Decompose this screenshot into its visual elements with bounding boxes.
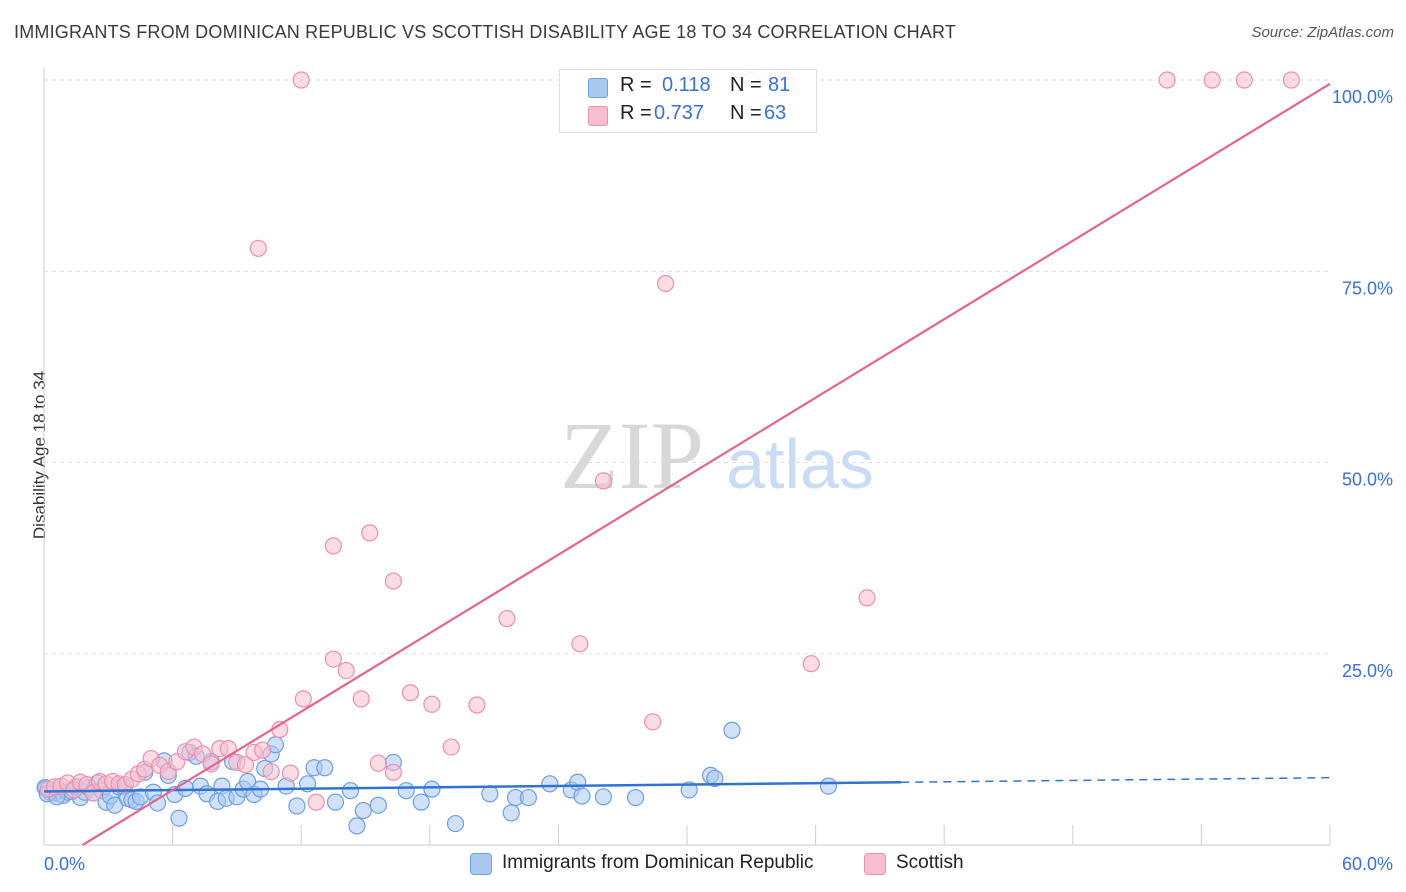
- scottish-point: [384, 572, 402, 590]
- scottish-point: [442, 738, 460, 756]
- legend-row-dominican: R = 0.118 N = 81: [560, 74, 816, 102]
- legend-n-label: N =: [730, 102, 762, 124]
- y-tick-label: 25.0%: [1342, 661, 1393, 681]
- scottish-point: [307, 793, 325, 811]
- scottish-point: [644, 713, 662, 731]
- scottish-point: [468, 696, 486, 714]
- dominican-point: [519, 788, 537, 807]
- legend-r-label: R =: [620, 74, 652, 96]
- dominican-point: [626, 788, 645, 807]
- scottish-point: [219, 740, 237, 758]
- legend-n-value: 63: [764, 102, 787, 124]
- dominican-point: [348, 817, 366, 835]
- chart-title: IMMIGRANTS FROM DOMINICAN REPUBLIC VS SC…: [14, 22, 957, 42]
- y-tick-label: 100.0%: [1332, 87, 1393, 107]
- scottish-point: [281, 764, 300, 782]
- scottish-point: [361, 524, 379, 542]
- scottish-point: [1158, 71, 1176, 89]
- watermark-atlas: atlas: [726, 425, 874, 503]
- scottish-point: [249, 239, 267, 257]
- dominican-point: [326, 793, 345, 811]
- dominican-point: [573, 787, 591, 805]
- dominican-point: [706, 769, 724, 788]
- scottish-point: [352, 690, 370, 708]
- scottish-point: [337, 661, 355, 680]
- watermark-zip: ZIP: [560, 402, 704, 509]
- scottish-point: [324, 650, 342, 668]
- legend-swatch-pink: [588, 106, 608, 126]
- scottish-point: [571, 635, 589, 653]
- scottish-point: [656, 274, 675, 293]
- scottish-point: [294, 690, 312, 708]
- scottish-point: [423, 695, 441, 713]
- legend-swatch-blue: [588, 78, 608, 98]
- legend-n-label: N =: [730, 74, 762, 96]
- dominican-point: [502, 804, 520, 822]
- legend-r-label: R =: [620, 102, 652, 124]
- scottish-point: [369, 754, 387, 772]
- scottish-point: [262, 762, 280, 781]
- scottish-point: [594, 472, 613, 490]
- scottish-point: [858, 589, 876, 607]
- dominican-point: [288, 797, 306, 815]
- correlation-legend: R = 0.118 N = 81 R = 0.737 N = 63: [559, 69, 817, 133]
- x-tick-label: 0.0%: [44, 854, 85, 874]
- scottish-point: [384, 763, 402, 781]
- dominican-point: [723, 721, 741, 739]
- scottish-trend-line: [82, 82, 1331, 846]
- dominican-point: [819, 777, 838, 795]
- dominican-trend-line: [43, 781, 902, 793]
- legend-row-scottish: R = 0.737 N = 63: [560, 102, 816, 130]
- dominican-point: [541, 775, 559, 793]
- dominican-point: [397, 782, 415, 800]
- scottish-point: [1203, 71, 1221, 89]
- dominican-point: [680, 781, 698, 799]
- y-tick-label: 50.0%: [1342, 470, 1393, 490]
- scottish-point: [324, 537, 342, 555]
- series-legend: Immigrants from Dominican Republic Scott…: [0, 850, 1406, 880]
- dominican-point: [446, 814, 465, 833]
- scottish-point: [1235, 71, 1253, 89]
- legend-swatch-pink: [864, 853, 886, 875]
- trend-layer: [43, 82, 1331, 846]
- x-tick-label: 60.0%: [1342, 854, 1393, 874]
- scottish-point: [802, 655, 820, 673]
- scottish-point: [401, 684, 420, 702]
- legend-r-value: 0.737: [654, 102, 705, 124]
- dominican-point: [341, 782, 360, 800]
- scottish-point: [236, 756, 255, 774]
- legend-label-dominican: Immigrants from Dominican Republic: [502, 852, 814, 873]
- legend-label-scottish: Scottish: [896, 852, 964, 873]
- dominican-point: [316, 759, 334, 777]
- scottish-point: [254, 741, 272, 759]
- dominican-point: [423, 780, 441, 798]
- dominican-point: [481, 785, 499, 803]
- dominican-point: [170, 809, 188, 827]
- source-label: Source: ZipAtlas.com: [1251, 24, 1394, 41]
- dominican-point: [369, 796, 387, 814]
- scottish-point: [292, 71, 310, 89]
- legend-n-value: 81: [768, 74, 791, 96]
- tick-layer: 25.0% 50.0% 75.0% 100.0% 0.0% 60.0%: [44, 87, 1393, 874]
- dominican-point: [354, 801, 372, 820]
- scottish-point: [498, 609, 516, 628]
- legend-swatch-blue: [470, 853, 492, 875]
- legend-r-value: 0.118: [662, 74, 711, 96]
- y-tick-label: 75.0%: [1342, 278, 1393, 298]
- dominican-point: [594, 788, 613, 806]
- dominican-point: [412, 793, 430, 811]
- scottish-point: [1282, 71, 1301, 89]
- dominican-trend-extension: [901, 776, 1331, 784]
